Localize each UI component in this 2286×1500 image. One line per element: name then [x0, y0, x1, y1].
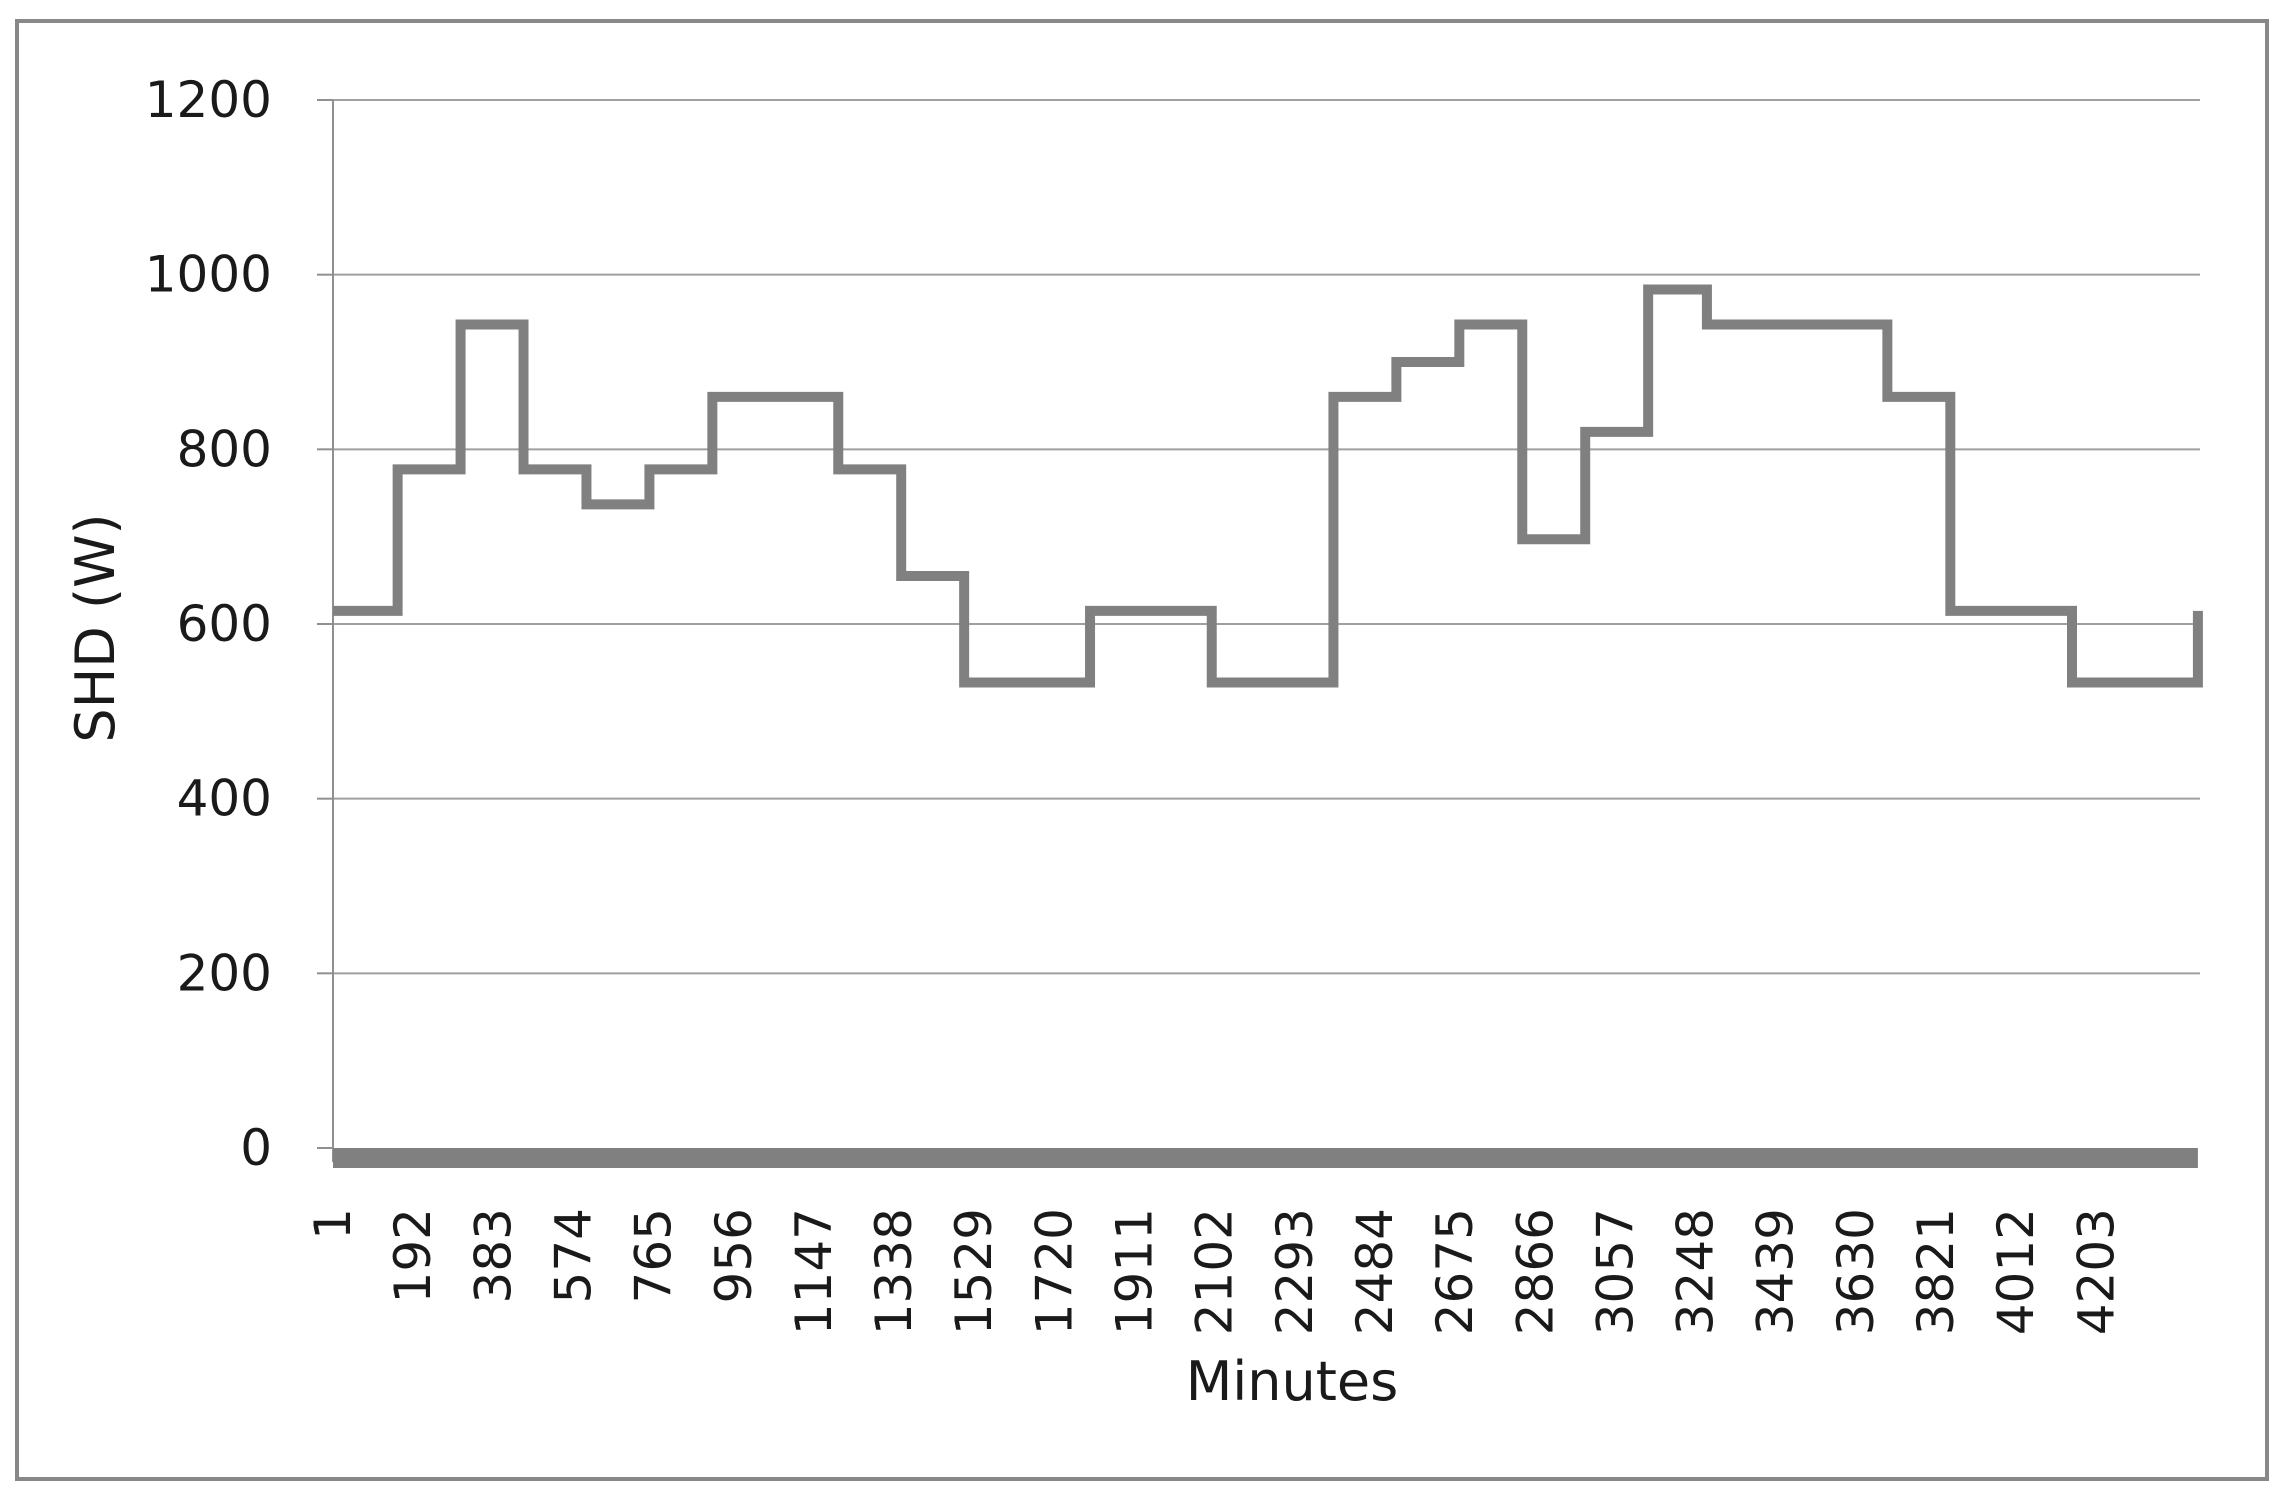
y-tick-label: 0: [240, 1119, 272, 1177]
series-shd-line: [333, 284, 2203, 688]
x-tick-label: 765: [625, 1208, 683, 1303]
y-tick-label: 1000: [145, 246, 272, 304]
x-tick-label: 3821: [1907, 1208, 1965, 1335]
x-tick-label: 2675: [1426, 1208, 1484, 1335]
y-tick-label: 1200: [145, 71, 272, 129]
x-tick-label: 2102: [1186, 1208, 1244, 1335]
x-tick-label: 2866: [1506, 1208, 1564, 1335]
x-tick-label: 3630: [1827, 1208, 1885, 1335]
x-tick-label: 1: [304, 1208, 362, 1240]
y-tick-label: 600: [177, 595, 272, 653]
x-tick-label: 4203: [2067, 1208, 2125, 1335]
x-tick-label: 574: [544, 1208, 602, 1303]
x-tick-labels: 1 192 383 574 765 956 1147 1338 1529 1720 1911 2102…: [304, 1208, 2125, 1335]
y-axis-title: SHD (W): [64, 513, 127, 742]
x-tick-label: 3439: [1747, 1208, 1805, 1335]
chart-border: [15, 19, 2269, 1481]
x-tick-label: 1911: [1106, 1208, 1164, 1335]
y-tick-label: 200: [177, 944, 272, 1002]
x-tick-label: 2484: [1346, 1208, 1404, 1335]
x-tick-label: 956: [705, 1208, 763, 1303]
x-tick-label: 1338: [865, 1208, 923, 1335]
series: [333, 284, 2203, 1168]
y-tick-label: 800: [177, 420, 272, 478]
x-tick-label: 1720: [1025, 1208, 1083, 1335]
x-tick-label: 192: [384, 1208, 442, 1303]
y-tick-labels: 0 200 400 600 800 1000 1200: [145, 71, 272, 1177]
x-tick-label: 3248: [1667, 1208, 1725, 1335]
gridlines: [333, 99, 2200, 975]
y-tick-label: 400: [177, 770, 272, 828]
x-tick-label: 1529: [945, 1208, 1003, 1335]
x-tick-label: 383: [464, 1208, 522, 1303]
x-tick-label: 4012: [1987, 1208, 2045, 1335]
x-tick-label: 1147: [785, 1208, 843, 1335]
x-axis-title: Minutes: [1186, 1350, 1399, 1413]
x-tick-label: 3057: [1586, 1208, 1644, 1335]
x-tick-label: 2293: [1266, 1208, 1324, 1335]
